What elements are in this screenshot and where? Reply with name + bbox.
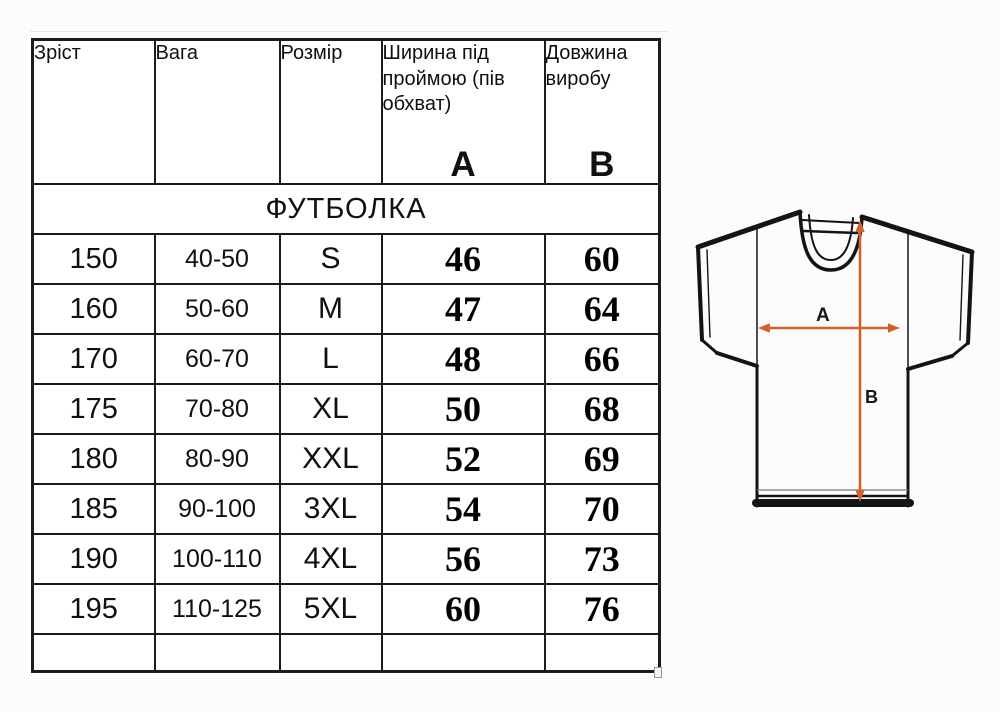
cell-weight: 80-90 [153, 433, 281, 485]
cell-weight: 60-70 [153, 333, 281, 385]
cell-weight: 50-60 [153, 283, 281, 335]
table-row: 190 100-110 4XL 56 73 [31, 533, 661, 585]
cell-width-a: 52 [380, 433, 546, 485]
cell-length-b: 64 [543, 283, 661, 335]
cell-weight: 70-80 [153, 383, 281, 435]
tshirt-measurement-illustration: A B [695, 209, 975, 508]
cell-weight: 90-100 [153, 483, 281, 535]
cell-height: 160 [31, 283, 156, 335]
cell-height: 190 [31, 533, 156, 585]
cell-width-a: 54 [380, 483, 546, 535]
cell-width-a: 46 [380, 233, 546, 285]
cell-size: L [278, 333, 383, 385]
cell-height: 170 [31, 333, 156, 385]
cell-size: XL [278, 383, 383, 435]
table-row: 185 90-100 3XL 54 70 [31, 483, 661, 535]
table-row: 180 80-90 XXL 52 69 [31, 433, 661, 485]
table-row: 195 110-125 5XL 60 76 [31, 583, 661, 635]
cell-length-b: 76 [543, 583, 661, 635]
empty-cell [153, 633, 281, 672]
diagram-label-b: B [865, 387, 878, 407]
cell-size: 4XL [278, 533, 383, 585]
cell-height: 185 [31, 483, 156, 535]
scan-artifact-line [30, 31, 668, 32]
table-row: 175 70-80 XL 50 68 [31, 383, 661, 435]
cell-height: 175 [31, 383, 156, 435]
length-arrow-b [855, 220, 865, 502]
resize-handle-artifact [654, 667, 662, 678]
col-header-height: Зріст [31, 38, 156, 185]
cell-height: 195 [31, 583, 156, 635]
empty-cell [31, 633, 156, 672]
empty-cell [543, 633, 661, 672]
cell-size: M [278, 283, 383, 335]
cell-weight: 40-50 [153, 233, 281, 285]
cell-width-a: 56 [380, 533, 546, 585]
cell-height: 180 [31, 433, 156, 485]
cell-size: 5XL [278, 583, 383, 635]
cell-length-b: 70 [543, 483, 661, 535]
cell-width-a: 48 [380, 333, 546, 385]
header-row: Зріст Вага Розмір Ширина під проймою (пі… [31, 38, 661, 185]
cell-width-a: 47 [380, 283, 546, 335]
col-header-letter-a: А [450, 145, 476, 184]
section-title: ФУТБОЛКА [31, 183, 661, 235]
col-header-length-label: Довжина виробу [545, 42, 628, 90]
section-title-row: ФУТБОЛКА [31, 183, 661, 235]
cell-size: S [278, 233, 383, 285]
table-row: 170 60-70 L 48 66 [31, 333, 661, 385]
cell-size: 3XL [278, 483, 383, 535]
col-header-weight-label: Вага [155, 42, 198, 64]
size-chart-table: Зріст Вага Розмір Ширина під проймою (пі… [31, 38, 661, 673]
cell-length-b: 68 [543, 383, 661, 435]
cell-width-a: 60 [380, 583, 546, 635]
col-header-size-label: Розмір [280, 42, 343, 64]
empty-row [31, 633, 661, 672]
width-arrow-a [758, 323, 900, 333]
cell-weight: 110-125 [153, 583, 281, 635]
cell-length-b: 66 [543, 333, 661, 385]
diagram-label-a: A [816, 305, 830, 326]
table-row: 150 40-50 S 46 60 [31, 233, 661, 285]
table-row: 160 50-60 M 47 64 [31, 283, 661, 335]
col-header-size: Розмір [278, 38, 383, 185]
tshirt-diagram: A B [683, 190, 983, 520]
col-header-weight: Вага [153, 38, 281, 185]
cell-length-b: 73 [543, 533, 661, 585]
empty-cell [278, 633, 383, 672]
cell-weight: 100-110 [153, 533, 281, 585]
cell-length-b: 60 [543, 233, 661, 285]
empty-cell [380, 633, 546, 672]
cell-length-b: 69 [543, 433, 661, 485]
cell-size: XXL [278, 433, 383, 485]
col-header-height-label: Зріст [34, 42, 81, 64]
col-header-length-b: Довжина виробу В [543, 38, 661, 185]
cell-width-a: 50 [380, 383, 546, 435]
col-header-letter-b: В [589, 145, 615, 184]
col-header-width-label: Ширина під проймою (пів обхват) [382, 42, 505, 116]
col-header-width-a: Ширина під проймою (пів обхват) А [380, 38, 546, 185]
cell-height: 150 [31, 233, 156, 285]
